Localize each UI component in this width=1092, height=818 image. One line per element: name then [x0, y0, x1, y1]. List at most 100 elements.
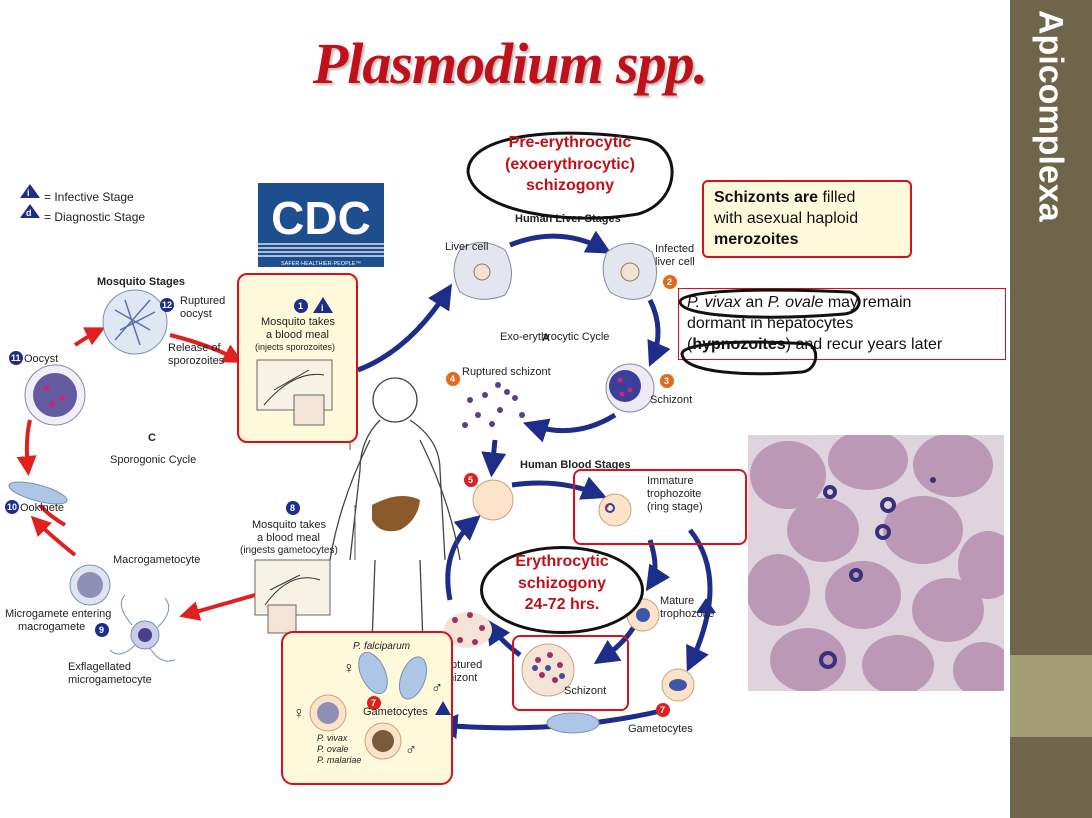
ookinete-shape [8, 481, 68, 505]
infective-i-1: i [321, 303, 324, 313]
pre-line-1: Pre-erythrocytic [508, 134, 632, 151]
schizont-cell [605, 363, 655, 413]
num-11: 11 [11, 353, 21, 363]
label-falciparum: P. falciparum [353, 641, 410, 652]
label-microgamete-2: macrogamete [18, 621, 85, 633]
label-meal8-2: a blood meal [257, 532, 320, 544]
num-2: 2 [667, 277, 672, 287]
ery-line-1: Erythrocytic [515, 553, 609, 570]
label-meal8-3: (ingests gametocytes) [240, 545, 338, 556]
legend-i: i [27, 188, 30, 198]
label-letter-c: C [148, 432, 156, 444]
hypnozoites-circles [678, 288, 861, 376]
immature-3: (ring stage) [647, 501, 703, 514]
label-release-2: sporozoites [168, 355, 225, 367]
vivax-italic-2: P. ovale [767, 294, 824, 311]
legend-infective: = Infective Stage [44, 190, 134, 204]
cdc-logo-text: CDC [271, 192, 371, 244]
num-1: 1 [298, 301, 303, 311]
banana-gametocyte [546, 712, 600, 734]
macrogametocyte-cell [69, 564, 111, 606]
pre-erythrocytic-label: Pre-erythrocytic (exoerythrocytic) schiz… [470, 132, 670, 197]
side-title-text: Apicomplexa [1031, 10, 1070, 222]
num-9: 9 [99, 625, 104, 635]
num-12: 12 [162, 300, 172, 310]
pre-line-2: (exoerythrocytic) [505, 155, 635, 173]
erythrocytic-ellipse [480, 546, 644, 634]
num-10: 10 [7, 502, 17, 512]
vivax-text-3: dormant in hepatocytes [687, 314, 854, 332]
sidebar-band [1010, 655, 1092, 737]
pre-erythrocytic-ellipse [466, 131, 674, 220]
label-meal1-2: a blood meal [266, 329, 329, 341]
legend-diagnostic: = Diagnostic Stage [44, 210, 145, 224]
schizont-bold-2: merozoites [714, 230, 799, 248]
vivax-text-5: ) and recur years later [785, 335, 943, 353]
liver-organ [372, 496, 420, 532]
ruptured-schizont-merozoites [462, 382, 525, 428]
female-symbol-1: ♀ [343, 660, 355, 677]
label-ruptured-oocyst-2: oocyst [180, 308, 212, 320]
cdc-logo: CDC SAFER·HEALTHIER·PEOPLE™ [258, 183, 384, 267]
cdc-tagline: SAFER·HEALTHIER·PEOPLE™ [281, 261, 361, 267]
schizont-blood [521, 643, 575, 697]
label-infected-2: liver cell [655, 256, 695, 268]
infective-icon [20, 184, 40, 198]
label-ruptured-schizont: Ruptured schizont [462, 366, 551, 378]
mosquito-panel-1: 1 i Mosquito takes a blood meal (injects… [255, 297, 335, 426]
legend-d: d [26, 208, 32, 218]
erythrocytic-label: Erythrocytic schizogony 24-72 hrs. [480, 551, 644, 616]
side-title: Apicomplexa [1030, 10, 1070, 250]
oocyst-ruptured [102, 289, 168, 355]
vivax-text-1: an [740, 294, 768, 311]
label-letter-a: A [542, 332, 550, 344]
ruptured-schizont-blood [444, 612, 492, 648]
vivax-italic-1: P. vivax [687, 294, 741, 311]
oocyst-cell [24, 364, 86, 426]
lifecycle-diagram: i = Infective Stage d = Diagnostic Stage… [5, 183, 716, 739]
schizont-bold-1: Schizonts are [714, 189, 819, 206]
male-symbol-1: ♂ [431, 680, 443, 697]
hypnozoites-callout: P. vivax an P. ovale may remain dormant … [678, 288, 1006, 361]
label-mosquito-stages: Mosquito Stages [97, 276, 185, 288]
highlight-ring-stage: Immature trophozoite (ring stage) [573, 469, 747, 545]
num-7b: 7 [371, 698, 376, 708]
vivax-text-2: may remain [823, 294, 912, 311]
highlight-gametocytes: P. falciparum ♀ ♂ 7 Gametocytes ♀ ♂ P. v… [281, 631, 453, 785]
num-5: 5 [468, 475, 473, 485]
label-povale: P. ovale [317, 744, 348, 754]
blood-smear-photo [748, 435, 1004, 691]
schizont-text-2: with asexual haploid [714, 209, 859, 227]
diagnostic-icon [20, 204, 40, 218]
label-exflag-1: Exflagellated [68, 661, 131, 673]
slide-title: Plasmodium spp. [312, 31, 708, 96]
label-sporogonic-cycle: Sporogonic Cycle [110, 454, 196, 466]
label-schizont-liver: Schizont [650, 394, 692, 406]
label-meal1-1: Mosquito takes [261, 316, 335, 328]
female-symbol-2: ♀ [293, 705, 305, 722]
label-schizont-blood: Schizont [564, 685, 607, 697]
label-gametocytes: Gametocytes [628, 723, 693, 735]
num-4: 4 [450, 374, 455, 384]
num-8: 8 [290, 503, 295, 513]
num-3: 3 [664, 376, 669, 386]
label-macrogametocyte: Macrogametocyte [113, 554, 200, 566]
highlight-schizont: Schizont [512, 635, 629, 711]
label-pmalariae: P. malariae [317, 755, 361, 765]
ery-line-3: 24-72 hrs. [524, 596, 600, 614]
legend: i = Infective Stage d = Diagnostic Stage [20, 184, 145, 224]
male-symbol-2: ♂ [405, 742, 417, 759]
label-blood-stages: Human Blood Stages [520, 459, 631, 471]
label-microgamete-1: Microgamete entering [5, 608, 111, 620]
label-ruptured-oocyst-1: Ruptured [180, 295, 225, 307]
highlight-mosquito-meal-1: 1 i Mosquito takes a blood meal (injects… [237, 273, 358, 443]
label-release-1: Release of [168, 342, 222, 354]
liver-cell [453, 242, 512, 300]
ring-trophozoite [598, 493, 632, 527]
label-ookinete: Ookinete [20, 502, 64, 514]
label-exflag-2: microgametocyte [68, 674, 152, 686]
label-meal1-3: (injects sporozoites) [255, 342, 335, 352]
pre-line-3: schizogony [525, 177, 614, 195]
infected-liver-cell [602, 243, 657, 300]
blood-smear-svg [748, 435, 1004, 691]
